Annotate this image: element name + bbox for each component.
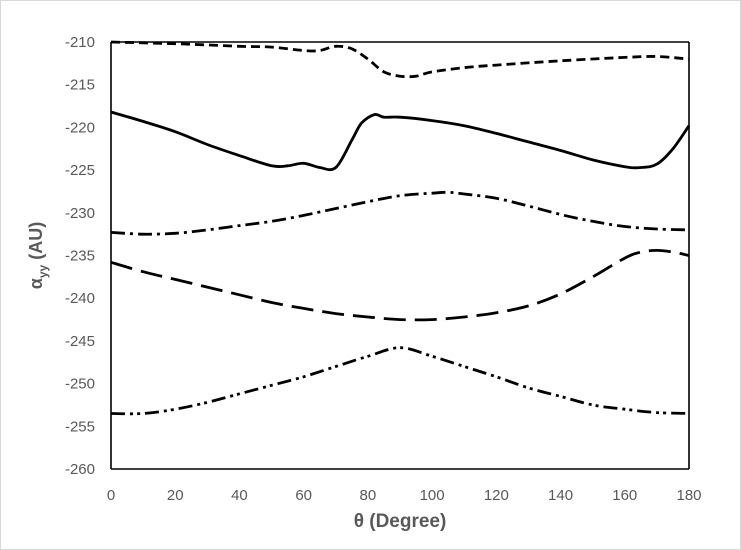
y-axis-title-unit: (AU) <box>26 222 46 265</box>
y-tick-label: -250 <box>65 376 95 393</box>
y-tick-label: -225 <box>65 162 95 179</box>
x-tick-label: 60 <box>295 487 312 504</box>
x-tick-labels: 0 20 40 60 80 100 120 140 160 180 <box>107 487 702 504</box>
series-line-4-long-dash <box>110 249 690 322</box>
y-tick-label: -215 <box>65 77 95 94</box>
x-tick-label: 160 <box>612 487 637 504</box>
x-tick-label: 100 <box>420 487 445 504</box>
y-axis-title-base: α <box>26 278 46 289</box>
y-axis-title-sub: yy <box>36 264 50 278</box>
y-tick-label: -245 <box>65 333 95 350</box>
y-tick-label: -230 <box>65 205 95 222</box>
x-axis-title: θ (Degree) <box>354 511 447 532</box>
y-tick-label: -220 <box>65 119 95 136</box>
series-line-1-short-dash <box>110 40 690 79</box>
y-tick-label: -210 <box>65 34 95 51</box>
series-layer <box>110 40 691 416</box>
y-axis-title: αyy (AU) <box>26 222 50 289</box>
series-line-2-solid <box>110 110 691 172</box>
x-tick-label: 40 <box>231 487 248 504</box>
y-tick-label: -255 <box>65 418 95 435</box>
x-tick-label: 20 <box>167 487 184 504</box>
series-line-5-dash-dot-dot <box>110 346 690 416</box>
x-tick-label: 0 <box>107 487 115 504</box>
x-tick-label: 180 <box>676 487 701 504</box>
x-tick-label: 140 <box>548 487 573 504</box>
y-tick-labels: -210 -215 -220 -225 -230 -235 -240 -245 -250 -255… <box>65 34 95 478</box>
y-tick-label: -260 <box>65 461 95 478</box>
y-tick-label: -235 <box>65 248 95 265</box>
x-tick-label: 120 <box>484 487 509 504</box>
y-tick-label: -240 <box>65 290 95 307</box>
x-tick-label: 80 <box>360 487 377 504</box>
series-line-3-dash-dot <box>110 190 690 236</box>
